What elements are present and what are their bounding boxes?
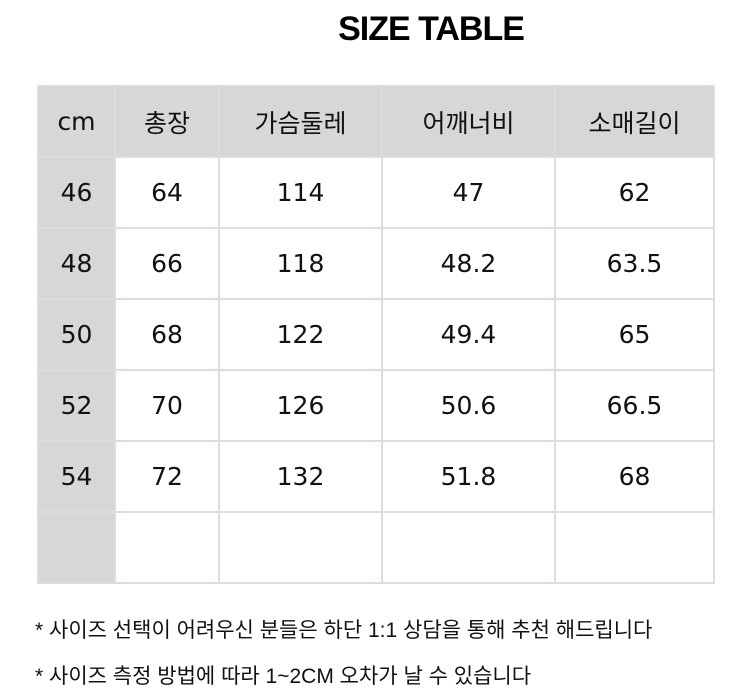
measure-cell: 47 — [381, 156, 556, 229]
page-title: SIZE TABLE — [338, 10, 525, 48]
size-cell: 46 — [37, 156, 116, 229]
measure-cell: 64 — [114, 156, 220, 229]
measure-cell: 68 — [554, 440, 715, 513]
measure-cell: 72 — [114, 440, 220, 513]
measure-cell: 51.8 — [381, 440, 556, 513]
measure-cell: 122 — [218, 298, 383, 371]
measure-cell — [218, 511, 383, 584]
measure-cell: 126 — [218, 369, 383, 442]
measure-cell: 118 — [218, 227, 383, 300]
measure-cell — [554, 511, 715, 584]
measure-cell: 70 — [114, 369, 220, 442]
table-row: 54 72 132 51.8 68 — [37, 440, 715, 513]
table-row — [37, 511, 715, 584]
measure-cell: 66 — [114, 227, 220, 300]
measure-cell: 49.4 — [381, 298, 556, 371]
note-2: * 사이즈 측정 방법에 따라 1~2CM 오차가 날 수 있습니다 — [35, 665, 532, 688]
table-row: 48 66 118 48.2 63.5 — [37, 227, 715, 300]
measure-cell — [114, 511, 220, 584]
table-row: 52 70 126 50.6 66.5 — [37, 369, 715, 442]
measure-cell: 65 — [554, 298, 715, 371]
size-table: cm 총장 가슴둘레 어깨너비 소매길이 46 64 114 47 62 48 66 118 4… — [37, 85, 715, 584]
measure-cell: 114 — [218, 156, 383, 229]
header-cell: 소매길이 — [554, 85, 715, 158]
measure-cell: 63.5 — [554, 227, 715, 300]
table-row: 46 64 114 47 62 — [37, 156, 715, 229]
measure-cell: 66.5 — [554, 369, 715, 442]
measure-cell: 132 — [218, 440, 383, 513]
header-row: cm 총장 가슴둘레 어깨너비 소매길이 — [37, 85, 715, 158]
measure-cell: 50.6 — [381, 369, 556, 442]
header-cell: 어깨너비 — [381, 85, 556, 158]
size-cell: 50 — [37, 298, 116, 371]
measure-cell — [381, 511, 556, 584]
size-cell: 48 — [37, 227, 116, 300]
header-cell: 총장 — [114, 85, 220, 158]
note-1: * 사이즈 선택이 어려우신 분들은 하단 1:1 상담을 통해 추천 해드립니… — [35, 619, 653, 642]
table-row: 50 68 122 49.4 65 — [37, 298, 715, 371]
size-cell — [37, 511, 116, 584]
size-cell: 52 — [37, 369, 116, 442]
header-cell: cm — [37, 85, 116, 158]
size-cell: 54 — [37, 440, 116, 513]
header-cell: 가슴둘레 — [218, 85, 383, 158]
measure-cell: 68 — [114, 298, 220, 371]
measure-cell: 48.2 — [381, 227, 556, 300]
measure-cell: 62 — [554, 156, 715, 229]
